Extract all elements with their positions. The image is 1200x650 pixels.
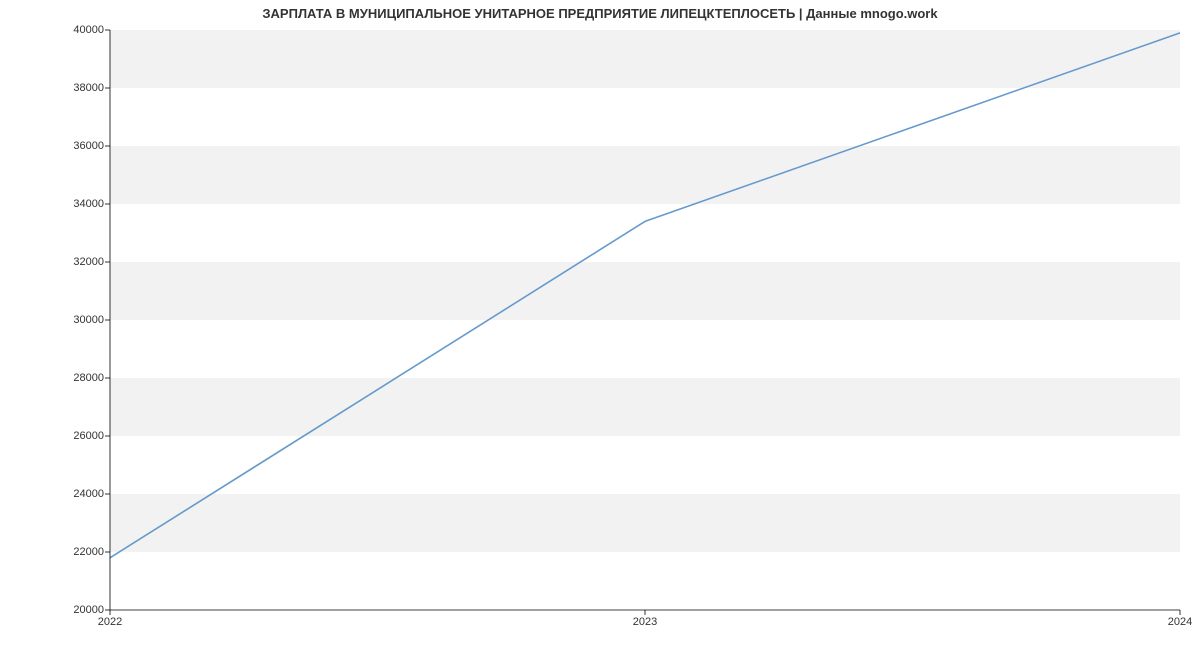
y-tick-label: 28000 — [73, 372, 104, 384]
grid-band — [110, 378, 1180, 436]
grid-band — [110, 262, 1180, 320]
y-tick-label: 20000 — [73, 604, 104, 616]
y-tick-label: 24000 — [73, 488, 104, 500]
grid-band — [110, 494, 1180, 552]
y-tick-label: 26000 — [73, 430, 104, 442]
y-tick-label: 36000 — [73, 140, 104, 152]
y-tick-label: 38000 — [73, 82, 104, 94]
chart-title: ЗАРПЛАТА В МУНИЦИПАЛЬНОЕ УНИТАРНОЕ ПРЕДП… — [0, 6, 1200, 21]
chart-container: ЗАРПЛАТА В МУНИЦИПАЛЬНОЕ УНИТАРНОЕ ПРЕДП… — [0, 0, 1200, 650]
x-tick-label: 2022 — [98, 616, 122, 628]
grid-band — [110, 30, 1180, 88]
x-tick-label: 2023 — [633, 616, 657, 628]
y-tick-label: 34000 — [73, 198, 104, 210]
x-tick-label: 2024 — [1168, 616, 1192, 628]
chart-svg — [110, 30, 1180, 610]
plot-area: 2000022000240002600028000300003200034000… — [110, 30, 1180, 610]
y-tick-label: 32000 — [73, 256, 104, 268]
y-tick-label: 22000 — [73, 546, 104, 558]
y-tick-label: 30000 — [73, 314, 104, 326]
y-tick-label: 40000 — [73, 24, 104, 36]
grid-band — [110, 146, 1180, 204]
